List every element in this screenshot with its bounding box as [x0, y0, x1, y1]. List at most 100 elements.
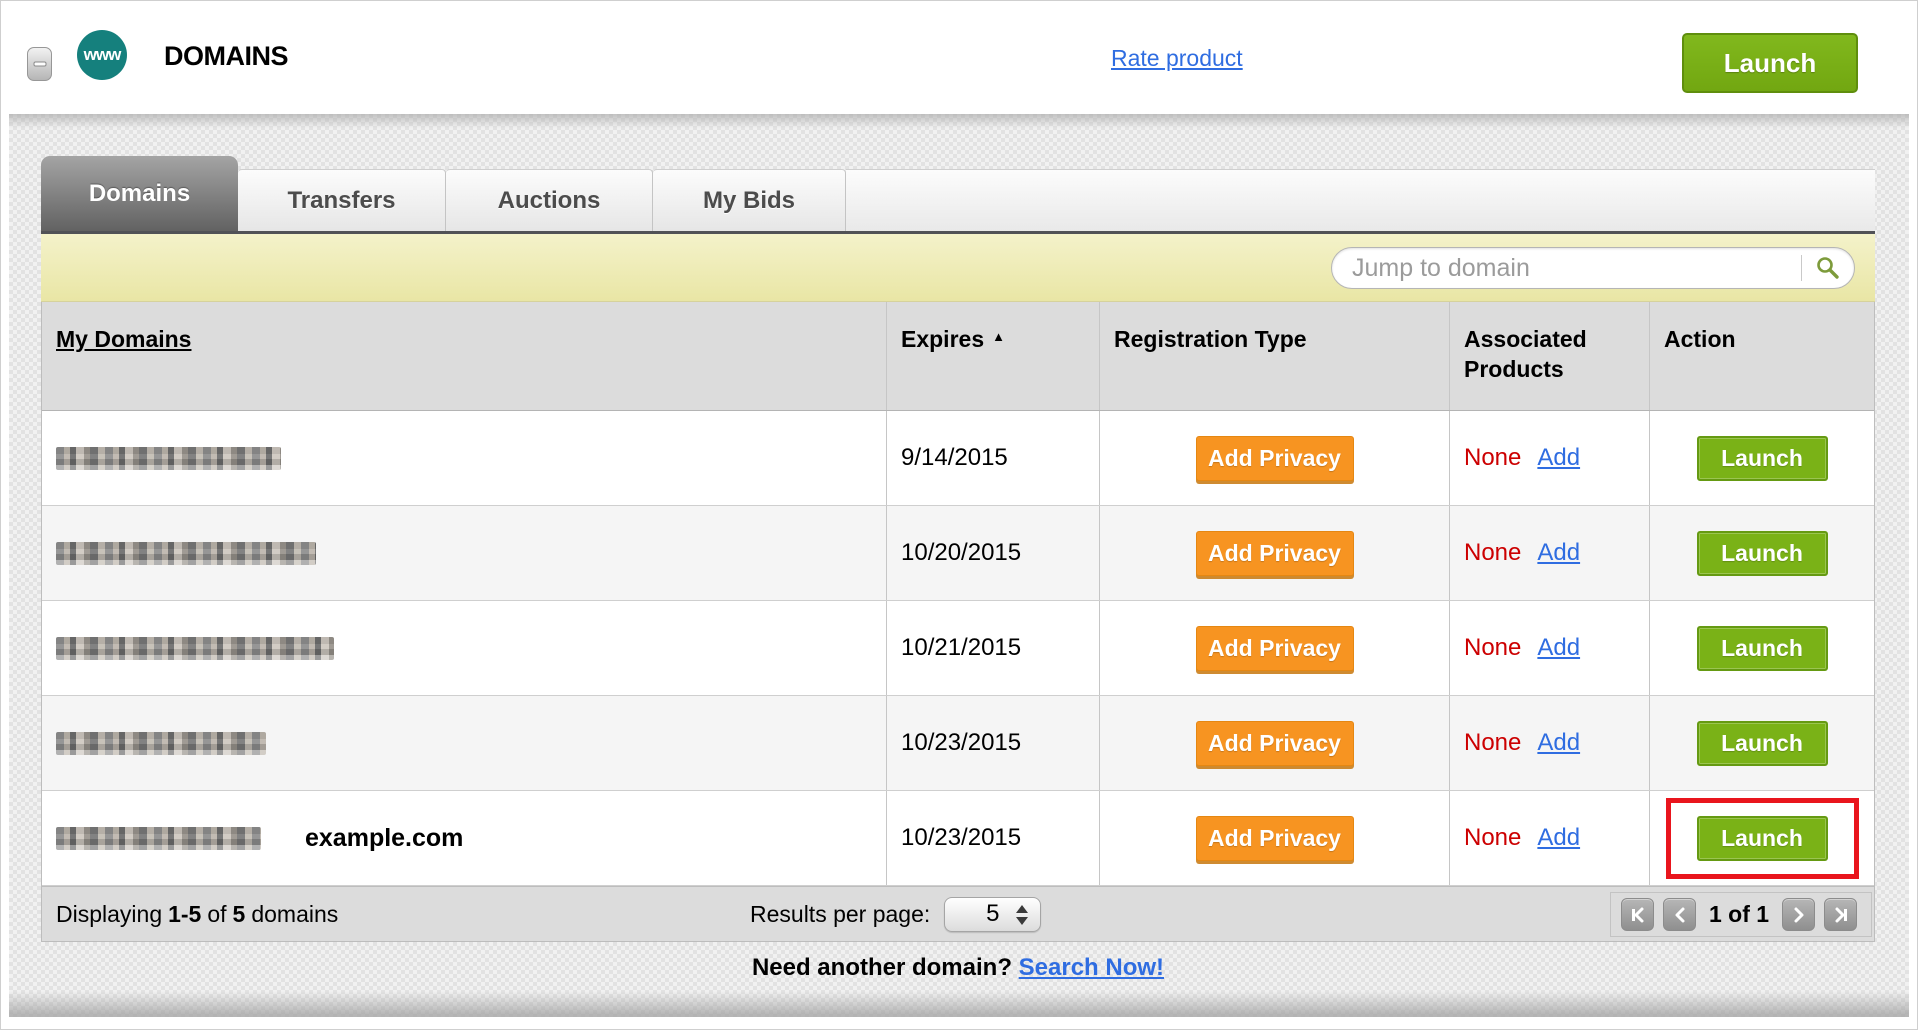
- registration-type-cell: Add Privacy: [1099, 601, 1449, 695]
- table-footer: Displaying 1-5 of 5 domains Results per …: [42, 886, 1874, 942]
- highlight-box: Launch: [1666, 418, 1859, 499]
- search-box: [1331, 247, 1855, 289]
- prev-page-icon: [1675, 907, 1684, 922]
- table-row: example.com 10/23/2015 Add Privacy None …: [42, 791, 1874, 886]
- minus-icon: [33, 61, 46, 67]
- www-icon: www: [77, 30, 127, 80]
- add-privacy-button[interactable]: Add Privacy: [1195, 815, 1354, 861]
- results-per-page-select[interactable]: 5: [944, 896, 1042, 932]
- pagination-prev-button[interactable]: [1663, 898, 1696, 931]
- redacted-domain: [56, 446, 281, 470]
- add-product-link[interactable]: Add: [1537, 824, 1581, 851]
- expires-cell: 10/23/2015: [886, 791, 1099, 885]
- tab-domains[interactable]: Domains: [41, 156, 238, 231]
- associated-products-cell: None Add: [1449, 601, 1649, 695]
- domain-cell: [42, 601, 886, 695]
- launch-button[interactable]: Launch: [1696, 625, 1828, 671]
- associated-products-cell: None Add: [1449, 791, 1649, 885]
- need-domain-note: Need another domain? Search Now!: [41, 954, 1875, 982]
- redacted-domain: [56, 731, 266, 755]
- page-title: DOMAINS: [164, 41, 289, 71]
- pagination-last-button[interactable]: [1824, 898, 1858, 931]
- col-header-expires[interactable]: Expires ▲: [886, 302, 1099, 410]
- first-page-icon: [1631, 907, 1643, 922]
- highlight-box: Launch: [1666, 703, 1859, 784]
- tab-bar-filler: [846, 169, 1875, 231]
- add-privacy-button[interactable]: Add Privacy: [1195, 530, 1354, 576]
- action-cell: Launch: [1649, 791, 1874, 885]
- associated-none-text: None: [1464, 634, 1522, 661]
- expires-cell: 9/14/2015: [886, 411, 1099, 505]
- registration-type-cell: Add Privacy: [1099, 411, 1449, 505]
- collapse-button[interactable]: [27, 47, 52, 81]
- search-divider: [1801, 255, 1802, 281]
- associated-none-text: None: [1464, 824, 1522, 851]
- table-body: 9/14/2015 Add Privacy None Add Launch 10…: [42, 411, 1874, 886]
- last-page-icon: [1835, 907, 1847, 922]
- header-launch-button[interactable]: Launch: [1682, 33, 1858, 93]
- app-header: www DOMAINS Rate product Launch: [1, 1, 1917, 114]
- need-domain-prompt: Need another domain?: [751, 954, 1012, 981]
- tab-transfers[interactable]: Transfers: [238, 169, 446, 231]
- domain-cell: [42, 696, 886, 790]
- tab-my-bids[interactable]: My Bids: [653, 169, 846, 231]
- action-cell: Launch: [1649, 696, 1874, 790]
- results-per-page: Results per page: 5: [750, 887, 1042, 941]
- redacted-domain: [56, 826, 261, 850]
- results-per-page-label: Results per page:: [750, 900, 931, 927]
- table-row: 10/20/2015 Add Privacy None Add Launch: [42, 506, 1874, 601]
- pagination: 1 of 1: [1610, 892, 1872, 937]
- registration-type-cell: Add Privacy: [1099, 506, 1449, 600]
- table-row: 9/14/2015 Add Privacy None Add Launch: [42, 411, 1874, 506]
- associated-none-text: None: [1464, 444, 1522, 471]
- registration-type-cell: Add Privacy: [1099, 791, 1449, 885]
- associated-products-cell: None Add: [1449, 411, 1649, 505]
- highlight-box: Launch: [1666, 608, 1859, 689]
- launch-button[interactable]: Launch: [1696, 720, 1828, 766]
- associated-none-text: None: [1464, 539, 1522, 566]
- col-header-action: Action: [1649, 302, 1874, 410]
- expires-cell: 10/21/2015: [886, 601, 1099, 695]
- page-indicator: 1 of 1: [1709, 901, 1770, 927]
- search-bar: [41, 234, 1875, 302]
- table-header-row: My Domains Expires ▲ Registration Type A…: [42, 302, 1874, 411]
- action-cell: Launch: [1649, 506, 1874, 600]
- associated-products-cell: None Add: [1449, 696, 1649, 790]
- redacted-domain: [56, 636, 334, 660]
- domains-table: My Domains Expires ▲ Registration Type A…: [41, 302, 1875, 942]
- search-now-link[interactable]: Search Now!: [1018, 954, 1165, 981]
- domain-annotation: example.com: [305, 823, 464, 852]
- expires-cell: 10/20/2015: [886, 506, 1099, 600]
- action-cell: Launch: [1649, 411, 1874, 505]
- rate-product-link[interactable]: Rate product: [1111, 45, 1243, 71]
- add-product-link[interactable]: Add: [1537, 539, 1581, 566]
- domain-cell: example.com: [42, 791, 886, 885]
- table-row: 10/23/2015 Add Privacy None Add Launch: [42, 696, 1874, 791]
- registration-type-cell: Add Privacy: [1099, 696, 1449, 790]
- add-privacy-button[interactable]: Add Privacy: [1195, 625, 1354, 671]
- search-input[interactable]: [1332, 253, 1801, 283]
- add-product-link[interactable]: Add: [1537, 634, 1581, 661]
- col-header-my-domains[interactable]: My Domains: [56, 326, 192, 352]
- redacted-domain: [56, 541, 316, 565]
- search-icon: [1817, 257, 1839, 279]
- add-privacy-button[interactable]: Add Privacy: [1195, 720, 1354, 766]
- launch-button[interactable]: Launch: [1696, 530, 1828, 576]
- launch-button[interactable]: Launch: [1696, 435, 1828, 481]
- add-privacy-button[interactable]: Add Privacy: [1195, 435, 1354, 481]
- pagination-first-button[interactable]: [1621, 898, 1654, 931]
- highlight-box: Launch: [1666, 513, 1859, 594]
- pagination-next-button[interactable]: [1782, 898, 1816, 931]
- domain-cell: [42, 411, 886, 505]
- col-header-associated-products: Associated Products: [1449, 302, 1649, 410]
- add-product-link[interactable]: Add: [1537, 444, 1581, 471]
- table-row: 10/21/2015 Add Privacy None Add Launch: [42, 601, 1874, 696]
- domain-cell: [42, 506, 886, 600]
- search-button[interactable]: [1802, 248, 1854, 288]
- tab-bar: Domains Transfers Auctions My Bids: [41, 156, 1875, 234]
- tab-auctions[interactable]: Auctions: [446, 169, 653, 231]
- action-cell: Launch: [1649, 601, 1874, 695]
- launch-button[interactable]: Launch: [1696, 815, 1828, 861]
- add-product-link[interactable]: Add: [1537, 729, 1581, 756]
- highlight-box: Launch: [1665, 797, 1859, 879]
